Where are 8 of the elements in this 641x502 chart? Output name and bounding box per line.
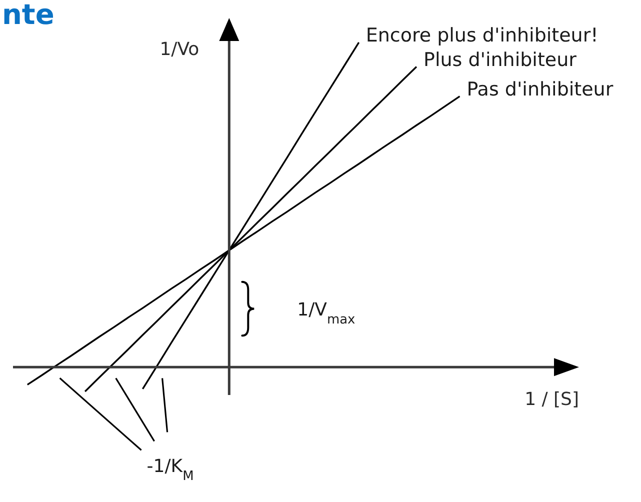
x-axis-title: 1 / [S] <box>524 389 579 410</box>
series-label: Plus d'inhibiteur <box>423 48 577 71</box>
series-label: Pas d'inhibiteur <box>466 78 614 101</box>
chart-title: nte <box>2 0 54 31</box>
text: -1/K$_{M}$ <box>146 456 194 484</box>
annotation: 1/V$_{max}$ <box>297 300 356 328</box>
series-label: Encore plus d'inhibiteur! <box>366 24 598 47</box>
y-axis-title: 1/Vo <box>160 39 200 60</box>
